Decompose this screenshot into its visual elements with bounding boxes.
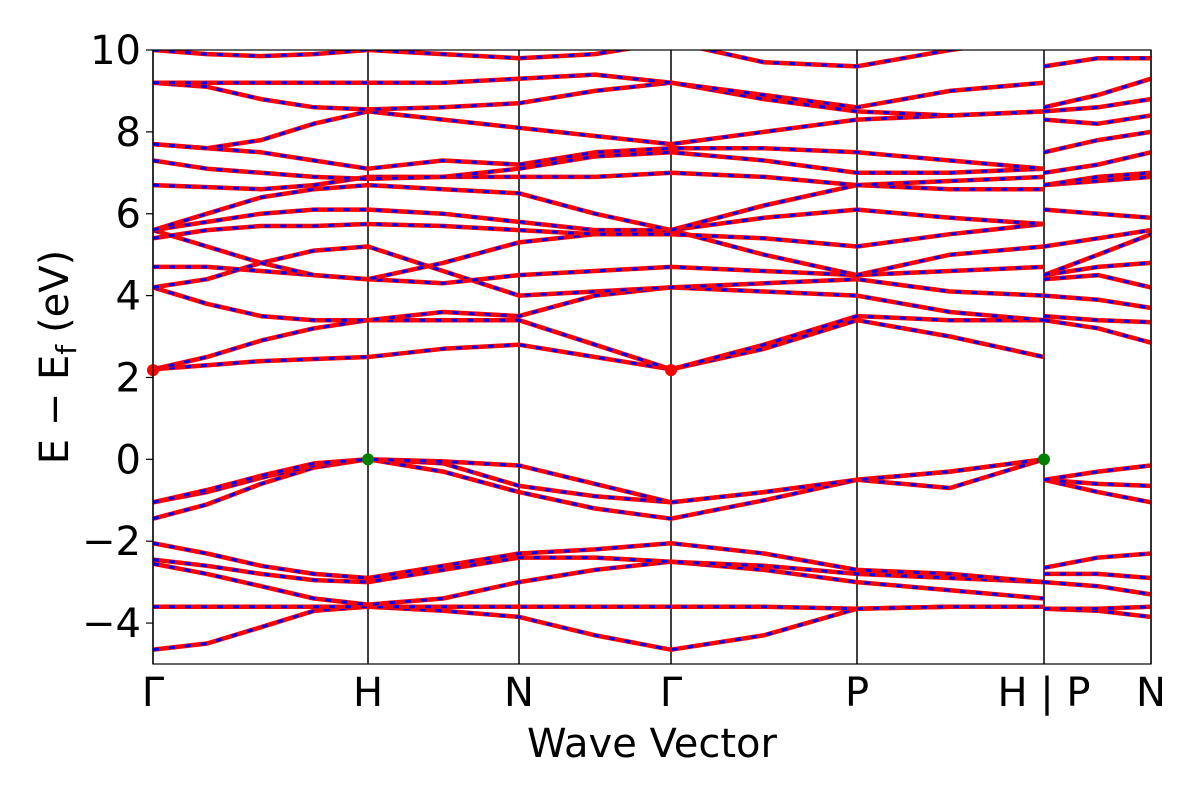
band-dash — [153, 457, 1151, 504]
band-dash — [153, 50, 1151, 68]
band-dash — [153, 314, 1151, 371]
x-tick-label: P — [845, 670, 869, 716]
band-line — [153, 604, 1151, 652]
band-line — [153, 50, 1151, 69]
plot-frame — [152, 49, 1152, 665]
y-axis-title-unit: (eV) — [32, 250, 78, 333]
y-tick-label: −2 — [82, 519, 141, 565]
markers — [147, 364, 1050, 466]
band-dash — [153, 130, 1151, 171]
y-tick-label: 4 — [116, 274, 141, 320]
y-tick-label: −4 — [82, 601, 141, 647]
y-tick-label: 6 — [116, 192, 141, 238]
band-dash — [153, 285, 1151, 322]
x-axis-title: Wave Vector — [527, 721, 778, 767]
x-tick-label: Γ — [660, 670, 683, 716]
band-dash — [153, 150, 1151, 181]
band-dash — [153, 73, 1151, 109]
band-dash — [153, 171, 1151, 191]
band-line — [153, 457, 1151, 505]
labels: −4 −2 0 2 4 6 8 10 Γ H N Γ P H | P N — [82, 28, 1166, 716]
band-dash — [153, 109, 1151, 150]
y-tick-label: 0 — [116, 437, 141, 483]
band-dash — [153, 556, 1151, 584]
band-edge-marker — [665, 364, 677, 377]
y-tick-label: 8 — [116, 110, 141, 156]
x-tick-label: H | P — [997, 670, 1090, 716]
band-dash — [153, 81, 1151, 117]
band-line — [153, 559, 1151, 607]
y-axis-title-sub: f — [50, 344, 83, 355]
band-edge-marker — [1038, 453, 1050, 466]
band-line — [153, 129, 1151, 171]
band-dash — [153, 208, 1151, 232]
band-dash — [153, 560, 1151, 607]
x-tick-label: Γ — [142, 670, 165, 716]
band-dash — [153, 605, 1151, 611]
x-tick-label: N — [1136, 670, 1166, 716]
y-axis-title-main: E − E — [32, 355, 78, 465]
y-axis-title: E − Ef (eV) — [32, 250, 83, 465]
band-dash — [153, 228, 1151, 281]
y-tick-label: 2 — [116, 355, 141, 401]
x-tick-label: H — [353, 670, 383, 716]
band-edge-marker — [362, 453, 374, 466]
x-tick-label: N — [504, 670, 534, 716]
bands — [153, 50, 1151, 652]
band-dash — [153, 318, 1151, 371]
band-dash — [153, 245, 1151, 298]
y-tick-label: 10 — [90, 28, 141, 74]
band-dash — [153, 541, 1151, 584]
band-line — [153, 109, 1151, 151]
band-dash — [153, 457, 1151, 504]
band-dash — [153, 222, 1151, 248]
